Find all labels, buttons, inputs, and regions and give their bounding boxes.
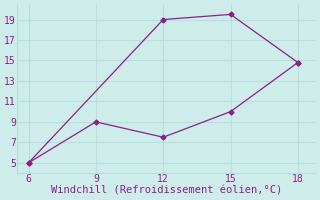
X-axis label: Windchill (Refroidissement éolien,°C): Windchill (Refroidissement éolien,°C) [51,186,282,196]
